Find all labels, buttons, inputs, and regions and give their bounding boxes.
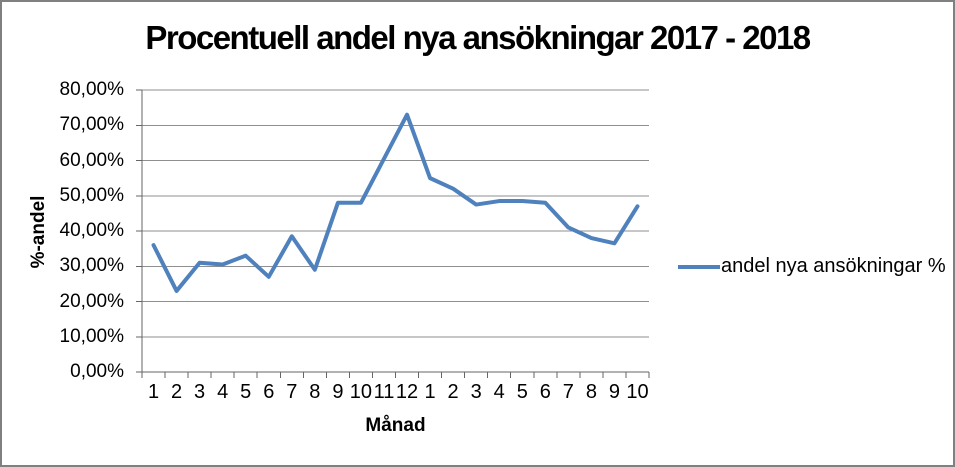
x-tick-label: 11	[373, 381, 395, 403]
legend-line-sample	[678, 264, 720, 269]
x-tick-label: 3	[470, 381, 482, 403]
y-tick-label: 60,00%	[59, 149, 124, 171]
x-tick-label: 9	[608, 381, 620, 403]
x-tick-label: 2	[447, 381, 459, 403]
x-tick-label: 3	[194, 381, 206, 403]
plot-area	[136, 89, 650, 378]
x-tick-label: 6	[263, 381, 275, 403]
x-tick-label: 6	[539, 381, 551, 403]
y-tick-label: 20,00%	[59, 290, 124, 312]
x-tick-label: 8	[309, 381, 321, 403]
x-tick-label: 1	[147, 381, 160, 403]
x-tick-label: 7	[286, 381, 298, 403]
x-tick-label: 4	[493, 381, 505, 403]
x-tick-label: 9	[332, 381, 344, 403]
x-tick-label: 1	[424, 381, 436, 403]
x-tick-label: 4	[217, 381, 229, 403]
x-tick-label: 10	[349, 381, 373, 403]
x-tick-label: 2	[171, 381, 183, 403]
y-tick-label: 10,00%	[59, 325, 124, 347]
x-tick-label: 12	[395, 381, 419, 403]
legend: andel nya ansökningar %	[678, 255, 946, 278]
x-tick-label: 10	[626, 381, 649, 403]
x-tick-label: 5	[516, 381, 528, 403]
y-tick-label: 0,00%	[70, 361, 124, 382]
series-line	[151, 112, 640, 293]
y-tick-label: 40,00%	[59, 220, 124, 241]
chart-title: Procentuell andel nya ansökningar 2017 -…	[145, 19, 811, 56]
x-tick-label: 8	[585, 381, 597, 403]
x-axis-title: Månad	[365, 415, 426, 436]
y-tick-label: 80,00%	[59, 79, 124, 100]
x-tick-label: 7	[562, 381, 574, 403]
y-tick-label: 50,00%	[59, 184, 124, 206]
y-tick-label: 30,00%	[59, 255, 124, 277]
x-tick-label: 5	[240, 381, 252, 403]
legend-series-label: andel nya ansökningar %	[721, 255, 946, 277]
y-tick-label: 70,00%	[59, 114, 124, 136]
